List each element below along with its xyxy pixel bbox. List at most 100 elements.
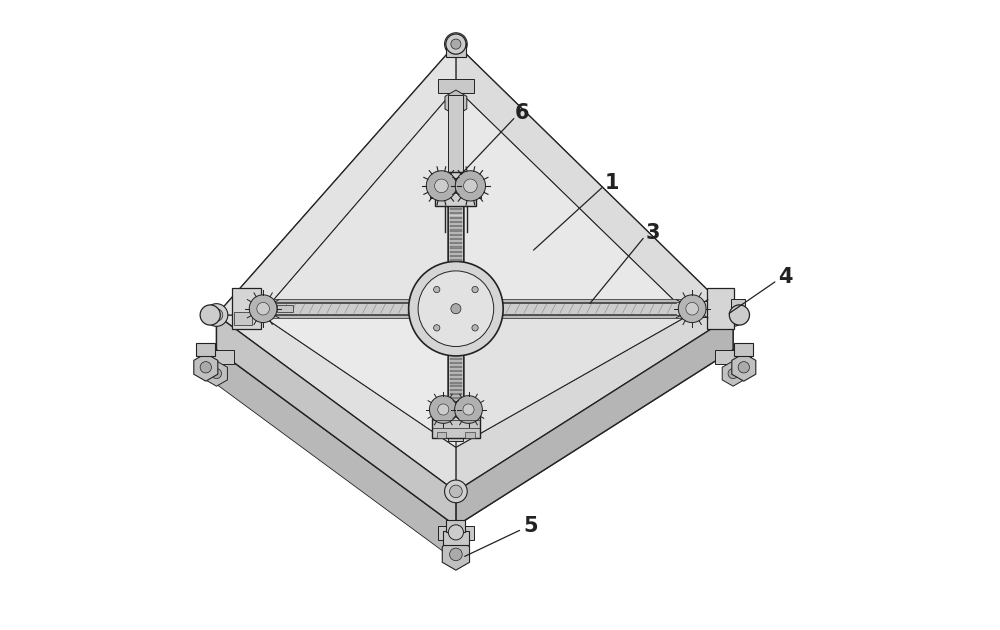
Bar [707, 288, 734, 329]
Circle shape [728, 369, 738, 379]
Circle shape [205, 304, 228, 326]
Polygon shape [450, 366, 462, 368]
Bar [277, 305, 293, 312]
Polygon shape [450, 251, 462, 253]
Circle shape [738, 362, 749, 373]
Circle shape [445, 33, 467, 55]
Polygon shape [456, 315, 733, 491]
Polygon shape [199, 350, 234, 364]
Polygon shape [715, 350, 751, 364]
Bar [196, 343, 215, 356]
Polygon shape [216, 350, 456, 561]
Circle shape [472, 287, 478, 293]
Circle shape [200, 305, 220, 325]
Polygon shape [456, 44, 733, 315]
Bar [443, 531, 468, 545]
Text: 1: 1 [605, 173, 619, 193]
Polygon shape [206, 361, 227, 386]
Bar [734, 343, 753, 356]
Circle shape [455, 396, 482, 423]
Polygon shape [261, 88, 456, 315]
Polygon shape [450, 382, 462, 384]
Circle shape [455, 171, 486, 201]
Circle shape [451, 545, 461, 555]
Bar [437, 432, 446, 438]
Polygon shape [456, 315, 733, 526]
Polygon shape [450, 242, 462, 244]
Circle shape [434, 287, 440, 293]
Polygon shape [438, 79, 474, 93]
Circle shape [200, 362, 211, 373]
Circle shape [678, 295, 706, 323]
Bar [474, 180, 481, 198]
Bar [731, 299, 745, 319]
Polygon shape [450, 238, 462, 240]
Circle shape [409, 261, 503, 356]
Polygon shape [450, 374, 462, 375]
Polygon shape [450, 203, 462, 206]
Polygon shape [450, 260, 462, 261]
Bar [446, 520, 465, 532]
Polygon shape [216, 44, 456, 315]
Circle shape [463, 404, 474, 415]
Polygon shape [438, 526, 474, 540]
Polygon shape [456, 309, 689, 447]
Polygon shape [456, 88, 689, 315]
Bar [430, 180, 438, 198]
Polygon shape [450, 246, 462, 249]
Polygon shape [216, 315, 456, 526]
Circle shape [446, 34, 466, 54]
Text: 5: 5 [523, 516, 538, 536]
Bar [432, 408, 480, 438]
Circle shape [249, 295, 277, 323]
Circle shape [686, 302, 698, 315]
Polygon shape [456, 315, 733, 526]
Polygon shape [450, 217, 462, 219]
Circle shape [257, 302, 269, 315]
Polygon shape [450, 370, 462, 372]
Text: 6: 6 [515, 103, 529, 123]
Circle shape [451, 98, 461, 108]
Circle shape [451, 304, 461, 314]
Polygon shape [442, 539, 470, 570]
Polygon shape [194, 353, 218, 381]
Polygon shape [450, 221, 462, 223]
Circle shape [211, 369, 222, 379]
Polygon shape [450, 225, 462, 227]
Bar [465, 432, 475, 438]
Circle shape [426, 171, 457, 201]
Polygon shape [448, 94, 463, 441]
Polygon shape [450, 386, 462, 387]
Bar [232, 288, 261, 329]
Bar [261, 299, 689, 302]
Circle shape [727, 309, 739, 321]
Polygon shape [216, 315, 456, 526]
Polygon shape [450, 234, 462, 236]
Polygon shape [216, 315, 456, 491]
Polygon shape [450, 212, 462, 214]
Polygon shape [445, 90, 467, 115]
Bar [435, 171, 476, 207]
Circle shape [450, 548, 462, 561]
Circle shape [472, 324, 478, 331]
Polygon shape [450, 362, 462, 364]
Circle shape [451, 39, 461, 49]
Circle shape [729, 305, 749, 325]
Polygon shape [732, 353, 756, 381]
Circle shape [418, 271, 494, 346]
Polygon shape [450, 389, 462, 391]
Circle shape [448, 525, 463, 540]
Polygon shape [450, 377, 462, 379]
Circle shape [450, 485, 462, 498]
Bar [234, 312, 252, 325]
Polygon shape [445, 537, 467, 563]
Polygon shape [248, 301, 708, 317]
Circle shape [722, 304, 744, 326]
Text: 3: 3 [645, 223, 660, 243]
Circle shape [438, 404, 449, 415]
Polygon shape [450, 393, 462, 396]
Circle shape [210, 309, 223, 321]
Circle shape [429, 396, 457, 423]
Circle shape [464, 179, 477, 193]
Circle shape [434, 324, 440, 331]
